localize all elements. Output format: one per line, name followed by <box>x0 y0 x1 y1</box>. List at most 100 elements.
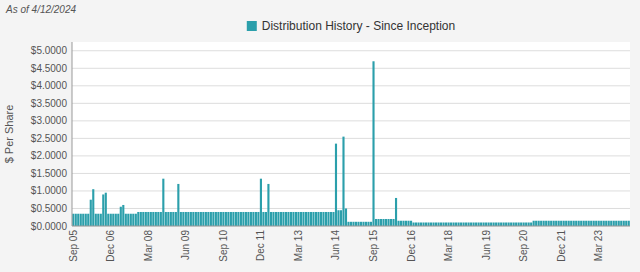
bar <box>578 221 580 226</box>
grid-line <box>72 50 630 51</box>
y-tick-label: $3.5000 <box>31 98 68 109</box>
x-tick-label: Sep 05 <box>68 230 79 262</box>
x-axis-line <box>72 226 630 227</box>
bar <box>175 212 177 226</box>
x-tick-label: Mar 08 <box>143 230 154 262</box>
legend-label: Distribution History - Since Inception <box>262 19 455 33</box>
bar <box>495 222 497 226</box>
bar <box>290 212 292 226</box>
x-tick-label: Dec 06 <box>105 230 116 262</box>
bar <box>197 212 199 226</box>
bar <box>628 221 630 226</box>
subtitle: As of 4/12/2024 <box>5 4 76 15</box>
bar <box>285 212 287 226</box>
bar <box>95 214 97 226</box>
bar <box>297 212 299 226</box>
bar <box>317 212 319 226</box>
bar <box>215 212 217 226</box>
bar <box>498 222 500 226</box>
bar <box>483 222 485 226</box>
bar <box>568 221 570 226</box>
bar <box>605 221 607 226</box>
bar <box>585 221 587 226</box>
bar <box>242 212 244 226</box>
bar <box>448 222 450 226</box>
bar <box>595 221 597 226</box>
bar <box>565 221 567 226</box>
bar <box>127 214 129 226</box>
grid-line <box>72 120 630 121</box>
bar <box>473 222 475 226</box>
bar <box>147 212 149 226</box>
bar <box>342 137 344 226</box>
bar <box>593 221 595 226</box>
bar <box>470 222 472 226</box>
grid-line <box>72 173 630 174</box>
bar <box>453 222 455 226</box>
bar <box>535 221 537 226</box>
bar <box>485 222 487 226</box>
bar <box>417 222 419 226</box>
bar <box>270 212 272 226</box>
bar <box>463 222 465 226</box>
bar <box>275 212 277 226</box>
y-tick-label: $3.0000 <box>31 115 68 126</box>
bar <box>425 222 427 226</box>
y-tick-label: $5.0000 <box>31 45 68 56</box>
bar <box>262 212 264 226</box>
bar <box>460 222 462 226</box>
bar <box>110 214 112 226</box>
bar <box>608 221 610 226</box>
bar <box>478 222 480 226</box>
bar <box>533 221 535 226</box>
bar <box>435 222 437 226</box>
bar <box>420 222 422 226</box>
bar <box>543 221 545 226</box>
bar <box>120 207 122 226</box>
x-tick-label: Dec 11 <box>255 230 266 261</box>
bar <box>357 222 359 226</box>
bar <box>235 212 237 226</box>
bar <box>92 189 94 226</box>
bar <box>222 212 224 226</box>
bar <box>292 212 294 226</box>
bar <box>75 214 77 226</box>
bar <box>245 212 247 226</box>
bar <box>315 212 317 226</box>
bar <box>518 222 520 226</box>
y-tick-label: $1.0000 <box>31 185 68 196</box>
bar <box>162 179 164 226</box>
y-axis-line <box>72 42 73 226</box>
bar <box>380 219 382 226</box>
bar <box>445 222 447 226</box>
bar <box>225 212 227 226</box>
bar <box>210 212 212 226</box>
grid-line <box>72 138 630 139</box>
bar <box>365 222 367 226</box>
grid-line <box>72 155 630 156</box>
y-tick-label: $0.5000 <box>31 203 68 214</box>
bar <box>140 212 142 226</box>
bar <box>563 221 565 226</box>
x-tick-label: Sep 15 <box>368 230 379 262</box>
bar <box>575 221 577 226</box>
bar <box>395 198 397 226</box>
bar <box>528 222 530 226</box>
bar <box>400 221 402 226</box>
bar <box>618 221 620 226</box>
bar <box>80 214 82 226</box>
bars <box>72 61 630 226</box>
bar <box>312 212 314 226</box>
bar <box>433 222 435 226</box>
bar <box>530 222 532 226</box>
bar <box>548 221 550 226</box>
y-tick-label: $0.0000 <box>31 221 68 232</box>
bar <box>570 221 572 226</box>
bar <box>345 208 347 226</box>
bar <box>588 221 590 226</box>
grid-line <box>72 226 630 227</box>
x-tick-label: Jun 19 <box>481 230 492 260</box>
bar <box>327 212 329 226</box>
bar <box>580 221 582 226</box>
bar <box>613 221 615 226</box>
